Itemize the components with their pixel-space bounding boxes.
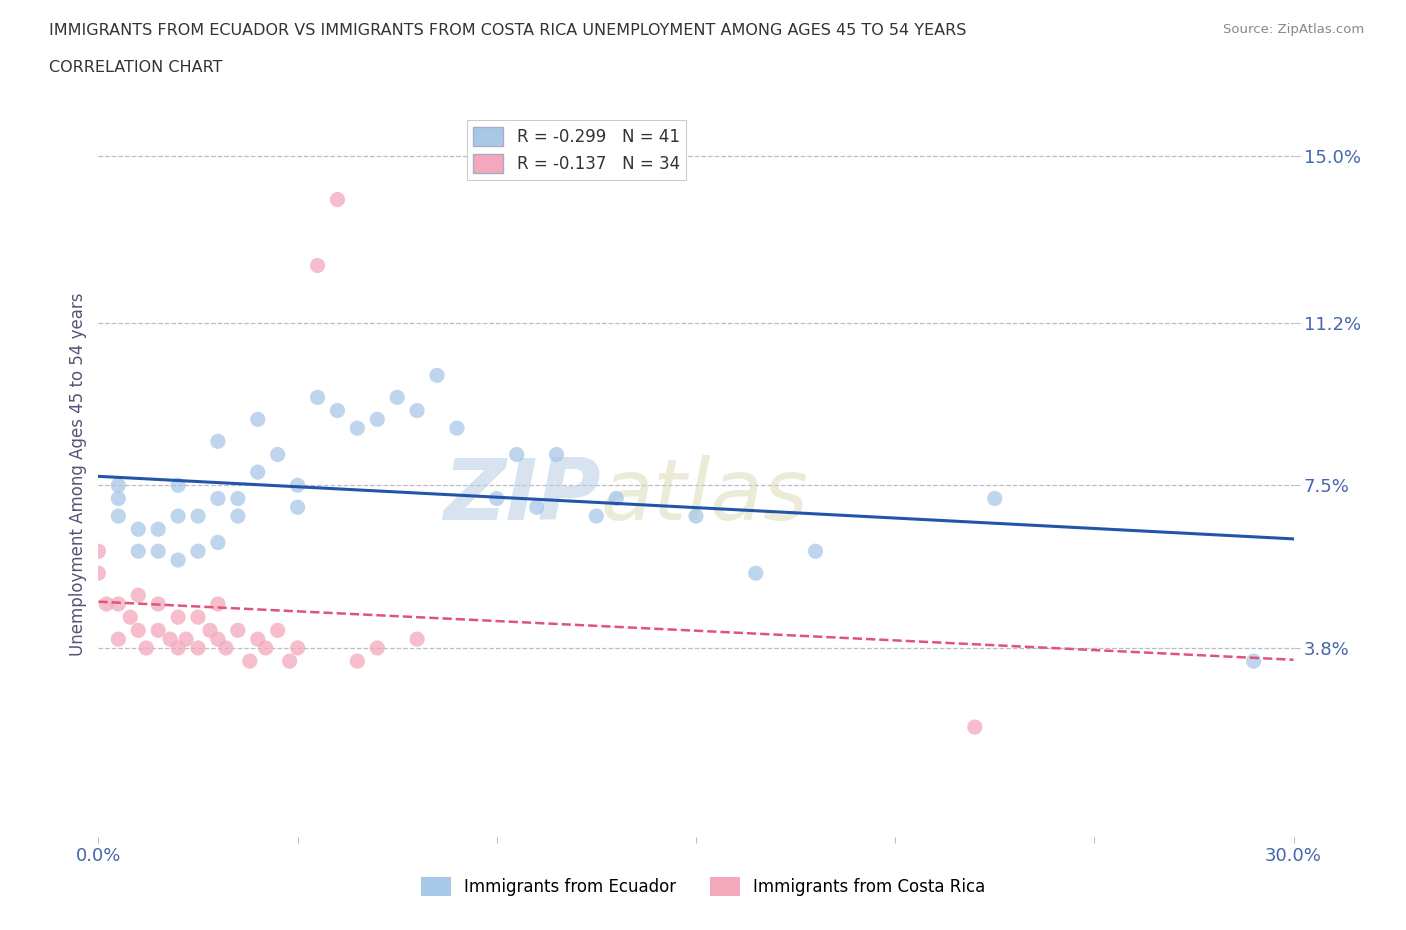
Point [287, 499, 309, 514]
Point [127, 588, 149, 603]
Point [127, 544, 149, 559]
Point [148, 596, 170, 611]
Point [135, 641, 157, 656]
Point [307, 390, 329, 405]
Point [215, 641, 238, 656]
Point [326, 193, 349, 207]
Point [307, 258, 329, 272]
Point [254, 641, 277, 656]
Point [107, 631, 129, 646]
Point [198, 623, 221, 638]
Point [984, 491, 1007, 506]
Point [187, 509, 209, 524]
Point [127, 623, 149, 638]
Point [605, 491, 627, 506]
Point [485, 491, 508, 506]
Point [585, 509, 607, 524]
Point [167, 509, 190, 524]
Point [406, 631, 429, 646]
Text: ZIP: ZIP [443, 455, 600, 538]
Point [96, 596, 118, 611]
Point [226, 491, 249, 506]
Point [207, 596, 229, 611]
Point [804, 544, 827, 559]
Point [174, 631, 197, 646]
Point [148, 623, 170, 638]
Legend: R = -0.299   N = 41, R = -0.137   N = 34: R = -0.299 N = 41, R = -0.137 N = 34 [467, 120, 686, 180]
Text: CORRELATION CHART: CORRELATION CHART [49, 60, 222, 75]
Point [246, 412, 269, 427]
Point [346, 654, 368, 669]
Point [107, 596, 129, 611]
Point [167, 641, 190, 656]
Point [267, 447, 290, 462]
Text: IMMIGRANTS FROM ECUADOR VS IMMIGRANTS FROM COSTA RICA UNEMPLOYMENT AMONG AGES 45: IMMIGRANTS FROM ECUADOR VS IMMIGRANTS FR… [49, 23, 966, 38]
Point [326, 403, 349, 418]
Point [226, 509, 249, 524]
Point [207, 535, 229, 550]
Point [346, 420, 368, 435]
Point [287, 478, 309, 493]
Point [366, 641, 388, 656]
Point [506, 447, 529, 462]
Point [287, 641, 309, 656]
Point [159, 631, 181, 646]
Point [148, 522, 170, 537]
Point [148, 544, 170, 559]
Point [120, 610, 142, 625]
Point [1243, 654, 1265, 669]
Point [107, 478, 129, 493]
Point [267, 623, 290, 638]
Point [685, 509, 707, 524]
Point [187, 641, 209, 656]
Point [207, 434, 229, 449]
Point [87, 565, 110, 580]
Point [187, 610, 209, 625]
Point [167, 552, 190, 567]
Point [87, 544, 110, 559]
Point [226, 623, 249, 638]
Y-axis label: Unemployment Among Ages 45 to 54 years: Unemployment Among Ages 45 to 54 years [69, 293, 87, 656]
Point [187, 544, 209, 559]
Point [246, 465, 269, 480]
Text: Source: ZipAtlas.com: Source: ZipAtlas.com [1223, 23, 1364, 36]
Point [207, 631, 229, 646]
Point [385, 390, 409, 405]
Point [406, 403, 429, 418]
Point [167, 610, 190, 625]
Point [963, 720, 986, 735]
Point [207, 491, 229, 506]
Point [366, 412, 388, 427]
Point [546, 447, 568, 462]
Point [278, 654, 301, 669]
Text: atlas: atlas [600, 455, 808, 538]
Point [745, 565, 768, 580]
Point [246, 631, 269, 646]
Point [167, 478, 190, 493]
Legend: Immigrants from Ecuador, Immigrants from Costa Rica: Immigrants from Ecuador, Immigrants from… [415, 870, 991, 903]
Point [127, 522, 149, 537]
Point [107, 509, 129, 524]
Point [526, 499, 548, 514]
Point [446, 420, 468, 435]
Point [239, 654, 262, 669]
Point [107, 491, 129, 506]
Point [426, 368, 449, 383]
